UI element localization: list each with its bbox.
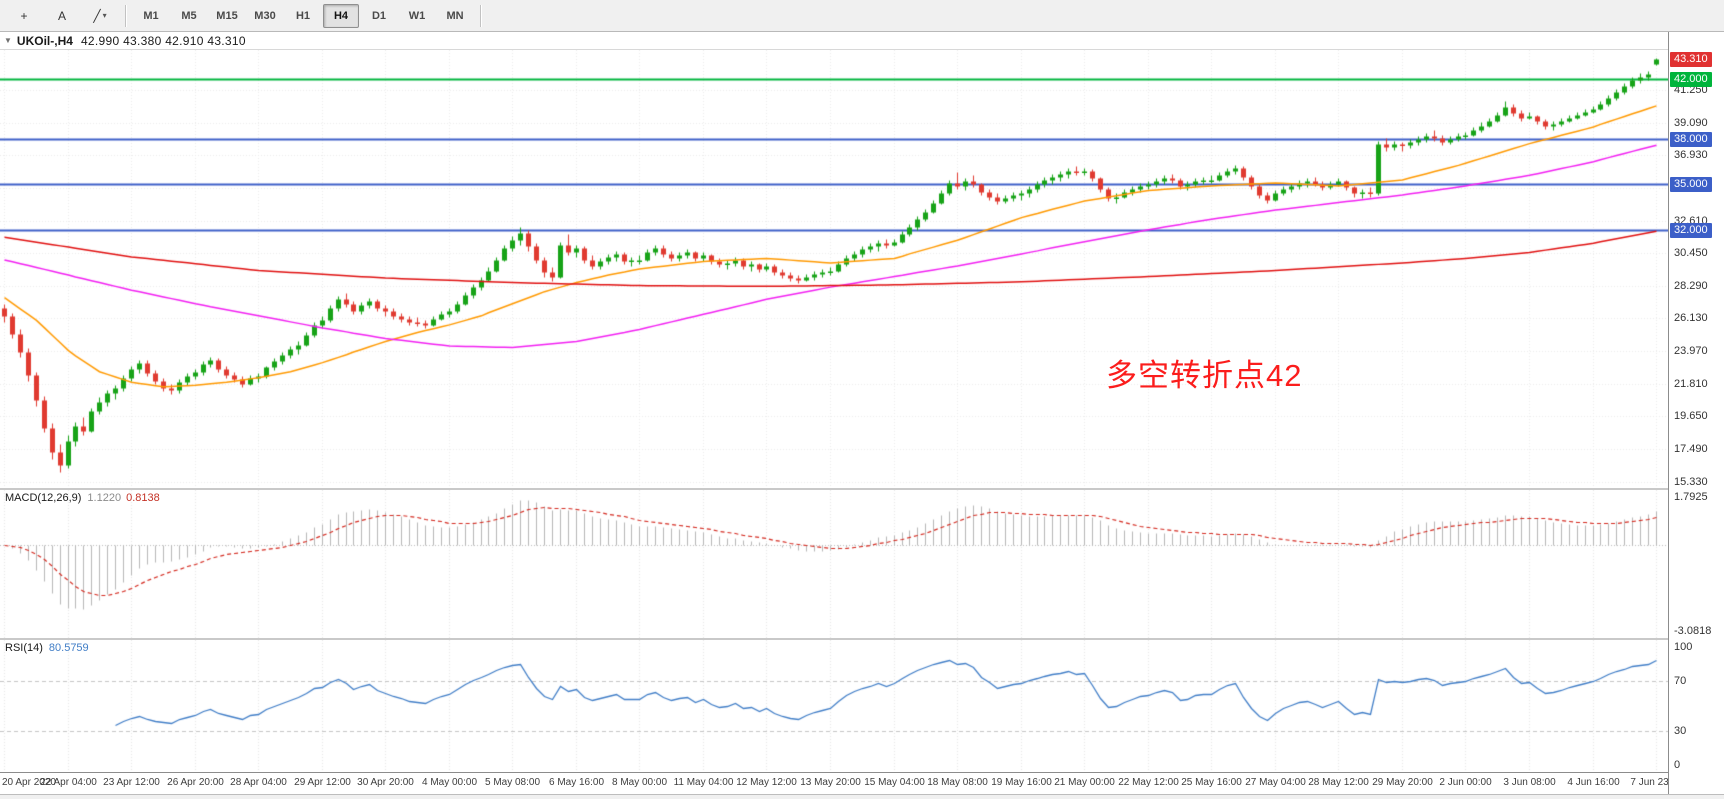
time-label: 25 May 16:00 — [1181, 777, 1242, 788]
time-label: 26 Apr 20:00 — [167, 777, 224, 788]
rsi-scale-label: 30 — [1674, 724, 1687, 737]
time-label: 22 May 12:00 — [1118, 777, 1179, 788]
macd-label: MACD(12,26,9) 1.1220 0.8138 — [5, 492, 160, 504]
price-scale-label: 19.650 — [1674, 409, 1708, 422]
timeframe-mn-button[interactable]: MN — [446, 9, 464, 22]
toolbar-separator — [125, 4, 126, 27]
timeframe-m15-button[interactable]: M15 — [216, 9, 238, 22]
rsi-scale-label: 100 — [1674, 641, 1693, 653]
rsi-scale-label: 0 — [1674, 759, 1681, 771]
draw-shapes-tool-button[interactable]: ╱ ▾ — [82, 4, 118, 28]
rsi-panel: RSI(14) 80.5759 — [0, 640, 1668, 772]
panel-splitter-macd[interactable] — [0, 488, 1668, 490]
time-label: 4 Jun 16:00 — [1567, 777, 1620, 788]
time-label: 18 May 08:00 — [927, 777, 988, 788]
time-label: 8 May 00:00 — [611, 777, 668, 788]
chart-annotation[interactable]: 多空转折点42 — [1106, 358, 1303, 393]
macd-name: MACD(12,26,9) — [5, 492, 82, 504]
time-label: 6 May 16:00 — [548, 777, 605, 788]
crosshair-icon: + — [20, 8, 28, 23]
macd-signal-value: 0.8138 — [126, 492, 160, 504]
crosshair-tool-button[interactable]: + — [6, 4, 42, 28]
macd-panel: MACD(12,26,9) 1.1220 0.8138 — [0, 490, 1668, 638]
time-label: 13 May 20:00 — [800, 777, 861, 788]
time-label: 5 May 08:00 — [484, 777, 541, 788]
timeframe-w1-button[interactable]: W1 — [408, 9, 426, 22]
price-axis[interactable]: 41.25039.09036.93034.77032.61030.45028.2… — [1668, 32, 1724, 794]
time-label: 27 May 04:00 — [1245, 777, 1306, 788]
price-scale-label: 15.330 — [1674, 475, 1708, 488]
chart-window: ▼ UKOil-,H4 42.990 43.380 42.910 43.310 … — [0, 32, 1724, 799]
time-label: 15 May 04:00 — [864, 777, 925, 788]
chevron-down-icon: ▾ — [102, 11, 107, 20]
time-label: 28 May 12:00 — [1308, 777, 1369, 788]
rsi-scale-label: 70 — [1674, 674, 1687, 687]
level-price-tag: 38.000 — [1670, 131, 1712, 147]
rsi-value: 80.5759 — [48, 642, 89, 654]
price-scale-label: 39.090 — [1674, 116, 1708, 129]
time-label: 30 Apr 20:00 — [357, 777, 414, 788]
toolbar: + A ╱ ▾ M1 M5 M15 M30 H1 H4 D1 W1 MN — [0, 0, 1724, 32]
price-scale-label: 30.450 — [1674, 246, 1708, 259]
last-price-tag: 43.310 — [1670, 51, 1712, 67]
timeframe-h4-button[interactable]: H4 — [323, 3, 359, 28]
level-price-tag: 35.000 — [1670, 176, 1712, 192]
price-scale-label: 21.810 — [1674, 377, 1708, 390]
collapse-arrow-icon[interactable]: ▼ — [4, 36, 12, 45]
time-label: 4 May 00:00 — [421, 777, 478, 788]
price-scale-label: 41.250 — [1674, 83, 1708, 96]
rsi-canvas[interactable] — [0, 640, 1668, 772]
time-label: 22 Apr 04:00 — [40, 777, 97, 788]
time-label: 29 May 20:00 — [1372, 777, 1433, 788]
text-label-icon: A — [57, 8, 66, 23]
time-label: 20 Apr 2020 — [2, 777, 56, 788]
time-label: 28 Apr 04:00 — [230, 777, 287, 788]
time-label: 3 Jun 08:00 — [1503, 777, 1556, 788]
time-label: 7 Jun 23:00 — [1630, 777, 1668, 788]
price-scale-label: 23.970 — [1674, 344, 1708, 357]
text-label-tool-button[interactable]: A — [44, 4, 80, 28]
timeframe-m5-button[interactable]: M5 — [181, 9, 197, 22]
time-label: 23 Apr 12:00 — [103, 777, 160, 788]
time-label: 19 May 16:00 — [991, 777, 1052, 788]
status-strip — [0, 794, 1724, 799]
timeframe-m30-button[interactable]: M30 — [254, 9, 276, 22]
draw-shapes-icon: ╱ — [93, 8, 101, 23]
macd-main-value: 1.1220 — [87, 492, 122, 504]
chart-header: ▼ UKOil-,H4 42.990 43.380 42.910 43.310 — [0, 32, 1668, 50]
time-label: 12 May 12:00 — [736, 777, 797, 788]
price-scale-label: 17.490 — [1674, 442, 1708, 455]
time-label: 29 Apr 12:00 — [294, 777, 351, 788]
price-scale-label: 28.290 — [1674, 279, 1708, 292]
macd-canvas[interactable] — [0, 490, 1668, 638]
panel-splitter-rsi[interactable] — [0, 638, 1668, 640]
time-label: 21 May 00:00 — [1054, 777, 1115, 788]
toolbar-separator — [480, 4, 481, 27]
timeframe-m1-button[interactable]: M1 — [143, 9, 159, 22]
time-label: 11 May 04:00 — [673, 777, 734, 788]
price-scale-label: 36.930 — [1674, 148, 1708, 161]
time-label: 2 Jun 00:00 — [1439, 777, 1492, 788]
drawing-tools-group: + A ╱ ▾ — [6, 4, 118, 28]
timeframe-d1-button[interactable]: D1 — [371, 9, 387, 22]
timeframe-h1-button[interactable]: H1 — [295, 9, 311, 22]
time-axis[interactable]: 20 Apr 2020 22 Apr 04:00 23 Apr 12:00 26 Ap… — [0, 772, 1668, 794]
macd-scale-label: 1.7925 — [1674, 491, 1708, 503]
macd-scale-label: -3.0818 — [1674, 625, 1712, 637]
rsi-label: RSI(14) 80.5759 — [5, 642, 89, 654]
ohlc-values: 42.990 43.380 42.910 43.310 — [80, 33, 246, 48]
timeframe-group: M1 M5 M15 M30 H1 H4 D1 W1 MN — [133, 3, 473, 28]
level-price-tag: 32.000 — [1670, 222, 1712, 238]
price-scale-label: 26.130 — [1674, 311, 1708, 324]
rsi-name: RSI(14) — [5, 642, 43, 654]
symbol-title: UKOil-,H4 — [16, 33, 73, 48]
level-price-tag: 42.000 — [1670, 71, 1712, 87]
main-chart-canvas[interactable] — [0, 50, 1668, 488]
